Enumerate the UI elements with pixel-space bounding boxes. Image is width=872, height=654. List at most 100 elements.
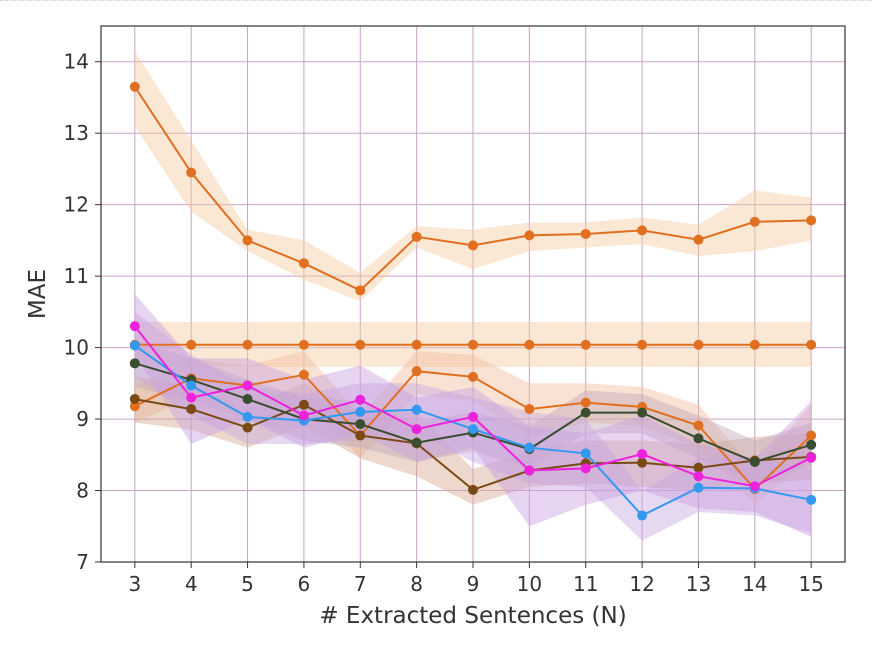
x-tick-label: 6 [298,572,311,596]
data-point [637,407,648,418]
data-point [580,228,591,239]
data-point [580,397,591,408]
x-tick-label: 3 [128,572,141,596]
x-tick-label: 11 [573,572,598,596]
data-point [242,422,253,433]
data-point [580,407,591,418]
data-point [355,430,366,441]
data-point [468,240,478,251]
band-0 [134,51,812,302]
data-point [129,340,140,351]
data-point [411,437,422,448]
data-point [186,339,197,350]
y-tick-label: 13 [64,121,89,145]
data-point [298,399,309,410]
data-point [298,258,309,269]
data-point [129,81,140,92]
data-point [186,167,197,178]
y-axis-label: MAE [25,269,51,319]
data-point [693,420,704,431]
y-tick-label: 10 [64,336,89,360]
y-tick-label: 9 [76,407,89,431]
data-point [186,392,197,403]
data-point [580,339,591,350]
data-point [524,230,535,241]
data-point [693,234,704,245]
axis-ticks: 3 4 5 6 7 8 9 10 11 12 13 14 15 7 8 9 10 11 12 13 14 [64,50,824,596]
x-tick-label: 14 [742,572,767,596]
data-point [411,231,422,242]
data-point [637,225,648,236]
band-2 [134,351,812,505]
data-point [806,494,817,505]
data-point [468,484,478,495]
x-tick-label: 15 [798,572,823,596]
data-point [298,369,309,380]
x-tick-label: 12 [629,572,654,596]
data-point [693,471,704,482]
data-point [749,481,760,492]
data-point [524,465,535,476]
data-point [637,457,648,468]
data-point [355,339,366,350]
data-point [468,371,478,382]
data-point [355,285,366,296]
data-point [129,358,140,369]
data-point [637,510,648,521]
data-point [637,449,648,460]
data-point [355,406,366,417]
top-dotted-border [0,0,872,1]
data-point [693,462,704,473]
data-point [186,380,197,391]
data-point [298,339,309,350]
data-point [524,404,535,415]
data-point [242,235,253,246]
data-point [411,366,422,377]
data-point [749,456,760,467]
data-point [129,394,140,405]
data-point [468,339,478,350]
y-tick-label: 11 [64,264,89,288]
data-point [242,380,253,391]
data-point [693,482,704,493]
data-point [524,339,535,350]
data-point [806,452,817,463]
data-point [129,321,140,332]
data-point [298,410,309,421]
y-tick-label: 7 [76,550,89,574]
data-point [637,339,648,350]
data-point [580,448,591,459]
data-point [411,424,422,435]
x-tick-label: 10 [517,572,542,596]
data-point [580,463,591,474]
data-point [749,339,760,350]
data-point [242,339,253,350]
x-axis-label: # Extracted Sentences (N) [319,603,626,629]
data-point [129,401,140,412]
data-point [468,424,478,435]
data-point [806,339,817,350]
x-tick-label: 5 [241,572,254,596]
data-point [806,439,817,450]
x-tick-label: 13 [686,572,711,596]
data-point [411,404,422,415]
x-tick-label: 9 [467,572,480,596]
data-point [355,394,366,405]
x-tick-label: 8 [410,572,423,596]
data-point [355,419,366,430]
data-point [468,411,478,422]
y-tick-label: 12 [64,193,89,217]
series-lines [129,81,817,521]
data-point [693,339,704,350]
data-point [186,404,197,415]
data-point [242,394,253,405]
y-tick-label: 8 [76,479,89,503]
data-point [806,215,817,226]
data-point [749,216,760,227]
x-tick-label: 7 [354,572,367,596]
x-tick-label: 4 [185,572,198,596]
data-point [693,433,704,444]
y-tick-label: 14 [64,50,89,74]
data-point [524,442,535,453]
